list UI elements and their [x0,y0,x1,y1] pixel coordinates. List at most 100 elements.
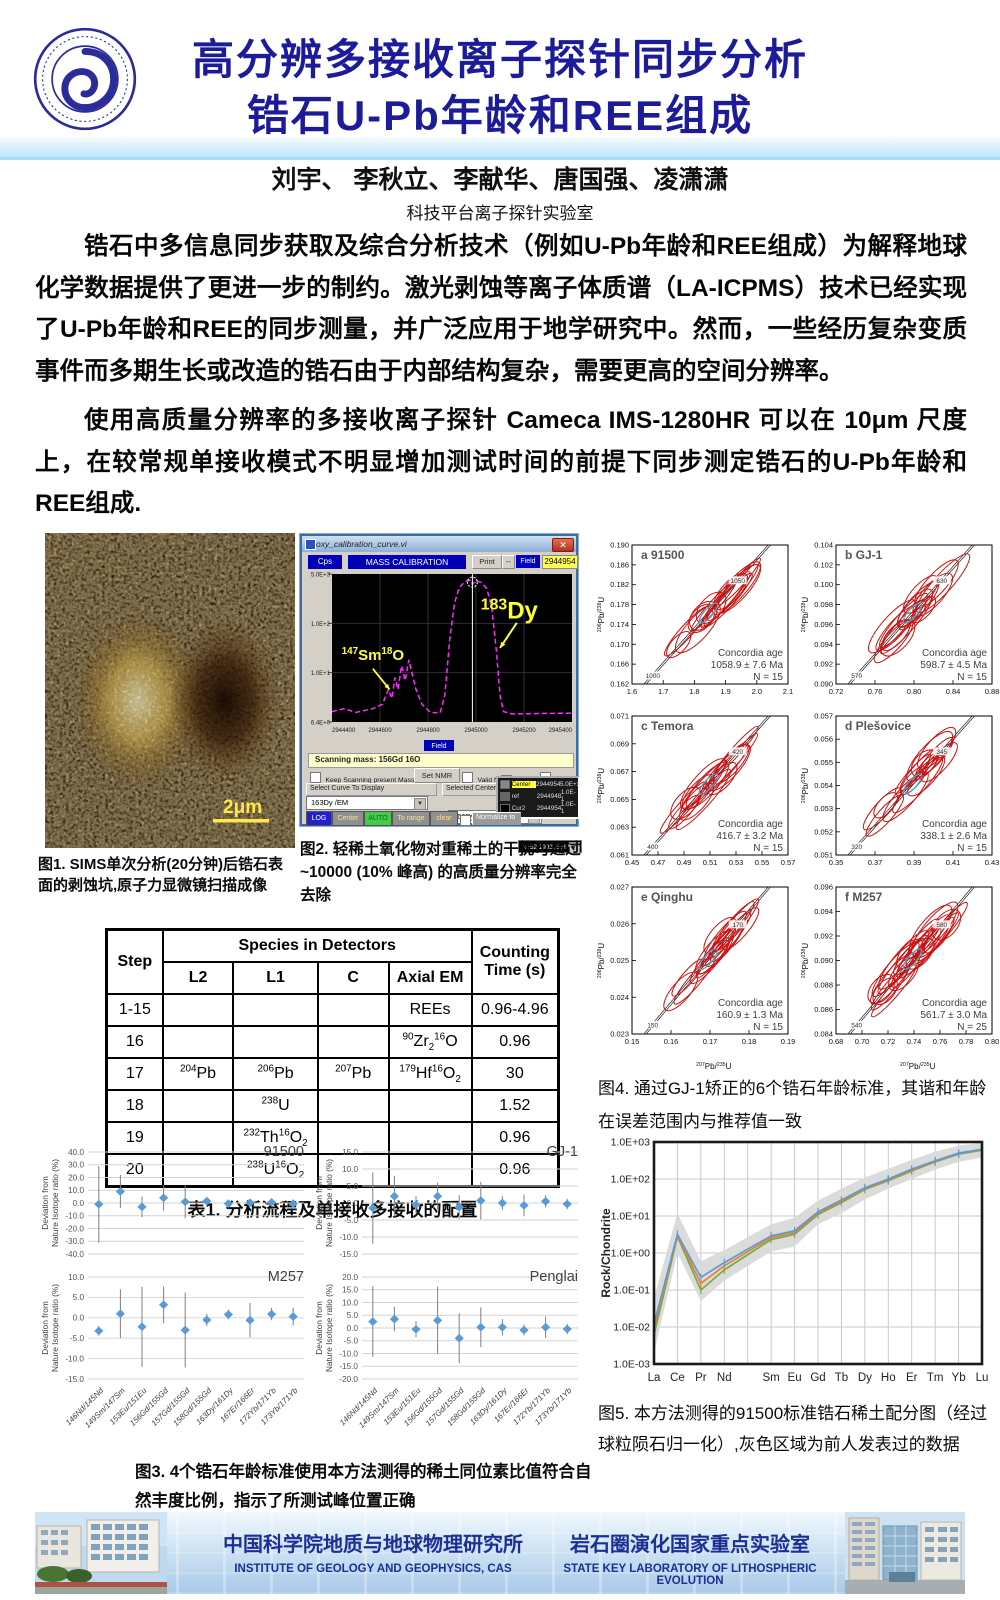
abstract-paragraph-2: 使用高质量分辨率的多接收离子探针 Cameca IMS-1280HR 可以在 1… [35,407,967,517]
svg-text:GJ-1: GJ-1 [547,1144,578,1160]
svg-text:0.0: 0.0 [347,1324,359,1333]
chevron-down-icon[interactable]: ▼ [568,842,580,854]
svg-text:0.054: 0.054 [814,781,833,790]
svg-text:206Pb/238U: 206Pb/238U [597,943,606,979]
svg-text:160.9 ± 1.3 Ma: 160.9 ± 1.3 Ma [716,1010,783,1021]
svg-text:Ho: Ho [881,1372,896,1384]
svg-text:0.102: 0.102 [814,560,833,569]
col-detector: Axial EM [387,961,473,995]
svg-text:0.092: 0.092 [814,660,833,669]
svg-text:0.094: 0.094 [814,907,833,916]
normalize-dropdown[interactable]: 2852 1903 /EM ▼ [518,840,582,854]
figure4-caption: 图4. 通过GJ-1矫正的6个锆石年龄标准，其谐和年龄在误差范围内与推荐值一致 [598,1079,987,1131]
checkbox-icon[interactable] [310,772,321,783]
svg-text:420: 420 [732,749,743,756]
svg-text:N = 15: N = 15 [957,843,987,854]
svg-text:0.096: 0.096 [814,620,833,629]
campus-photo-left [35,1512,167,1594]
svg-text:-40.0: -40.0 [65,1250,84,1258]
curve-swatch-icon [500,779,510,789]
svg-text:0.092: 0.092 [814,932,833,941]
figure2-titlebar[interactable]: oxy_calibration_curve.vi ✕ [302,536,576,552]
svg-text:0.17: 0.17 [703,1037,718,1046]
svg-text:598.7 ± 4.5 Ma: 598.7 ± 4.5 Ma [920,660,987,671]
svg-text:0.088: 0.088 [814,981,833,990]
select-curve-label: Select Curve To Display [306,783,437,796]
svg-text:630: 630 [936,578,947,585]
col-counting-time: Counting Time (s) [470,928,560,995]
svg-text:540: 540 [851,1022,862,1029]
valid-nmr-checkbox[interactable]: Valid NMR [462,769,509,787]
svg-text:10.0: 10.0 [68,1186,84,1195]
svg-text:0.084: 0.084 [814,1030,833,1039]
svg-text:0.056: 0.056 [814,735,833,744]
svg-text:La: La [648,1372,661,1384]
svg-text:0.76: 0.76 [933,1037,948,1046]
svg-text:0.43: 0.43 [985,858,1000,867]
svg-text:c Temora: c Temora [641,719,694,733]
svg-text:0.024: 0.024 [610,993,629,1002]
deviation-panel-GJ-1: 15.0 10.0 5.0 0.0 -5.0 -10.0 -15.0 GJ-1 Deviatio… [312,1138,586,1263]
svg-text:207Pb/235U: 207Pb/235U [900,1062,936,1071]
svg-text:0.071: 0.071 [610,712,629,721]
svg-text:2944400: 2944400 [332,728,356,734]
svg-text:-15.0: -15.0 [339,1250,358,1258]
svg-text:6.4E+0: 6.4E+0 [311,720,331,726]
svg-text:183Dy: 183Dy [481,596,539,624]
svg-text:0.80: 0.80 [985,1037,1000,1046]
svg-text:1.8: 1.8 [689,687,699,696]
chevron-down-icon[interactable]: ▼ [414,798,426,810]
figure1-scale-label: 2μm [223,797,262,818]
svg-text:Tb: Tb [835,1372,848,1384]
svg-text:Lu: Lu [976,1372,989,1384]
select-curve-dropdown[interactable]: 163Dy /EM ▼ [306,796,428,810]
center-button[interactable]: Center [332,811,364,826]
svg-text:170: 170 [732,922,743,929]
figure3-deviation-grid: 40.0 30.0 20.0 10.0 0.0 -10.0 -20.0 -30.0 -40.0 9… [38,1138,586,1466]
svg-text:-30.0: -30.0 [65,1237,84,1246]
scanning-mass-status: Scanning mass: 156Gd 16O [308,753,574,768]
svg-text:10.0: 10.0 [342,1298,358,1307]
svg-text:5.0: 5.0 [73,1293,85,1302]
svg-text:570: 570 [851,673,862,680]
auto-button[interactable]: AUTO [364,811,392,826]
svg-text:2945400: 2945400 [549,728,573,734]
checkbox-icon[interactable] [462,772,473,783]
svg-text:320: 320 [851,844,862,851]
svg-text:0.055: 0.055 [814,758,833,767]
log-button[interactable]: LOG [306,811,332,826]
col-detector: L1 [232,961,319,995]
concordia-panel-Qinghu: 0.027 0.026 0.025 0.024 0.023 0.15 0.16 0.17 0.1… [592,882,796,1077]
svg-text:0.178: 0.178 [610,600,629,609]
svg-text:Dy: Dy [858,1372,872,1384]
svg-text:0.80: 0.80 [907,687,922,696]
svg-text:Deviation from: Deviation from [40,1301,50,1355]
campus-photo-right [845,1512,965,1594]
svg-text:Concordia age: Concordia age [718,998,783,1009]
svg-text:1000: 1000 [645,673,660,680]
table-row: 20 238U16O2 0.96 [105,1153,560,1188]
svg-text:-10.0: -10.0 [65,1354,84,1363]
table-row: 18 238U 1.52 [105,1089,560,1123]
svg-text:Deviation from: Deviation from [314,1176,324,1230]
deviation-panel-91500: 40.0 30.0 20.0 10.0 0.0 -10.0 -20.0 -30.0 -40.0 9… [38,1138,312,1263]
close-icon[interactable]: ✕ [552,538,574,552]
clear-button[interactable]: clear [430,811,458,826]
to-range-button[interactable]: To range [392,811,430,826]
checkbox-icon[interactable] [460,815,471,826]
minus-button[interactable]: -- [502,555,515,569]
svg-text:0.186: 0.186 [610,560,629,569]
svg-text:91500: 91500 [264,1144,304,1160]
figure2-mass-calibration-window: oxy_calibration_curve.vi ✕ Cps MASS CALI… [300,534,582,854]
print-button[interactable]: Print [472,555,502,569]
concordia-panel-Temora: 0.071 0.069 0.067 0.065 0.063 0.061 0.45 0.47 0.… [592,711,796,882]
footer-banner: 中国科学院地质与地球物理研究所 INSTITUTE OF GEOLOGY AND… [35,1512,965,1594]
normalize-checkbox[interactable] [460,812,471,830]
svg-text:0.76: 0.76 [868,687,883,696]
header-band [0,137,1000,160]
svg-text:0.53: 0.53 [729,858,744,867]
svg-text:-20.0: -20.0 [339,1375,358,1384]
keep-scanning-checkbox[interactable]: Keep Scanning present Mass [310,769,414,787]
svg-text:0.086: 0.086 [814,1005,833,1014]
set-nmr-button[interactable]: Set NMR [414,768,460,783]
